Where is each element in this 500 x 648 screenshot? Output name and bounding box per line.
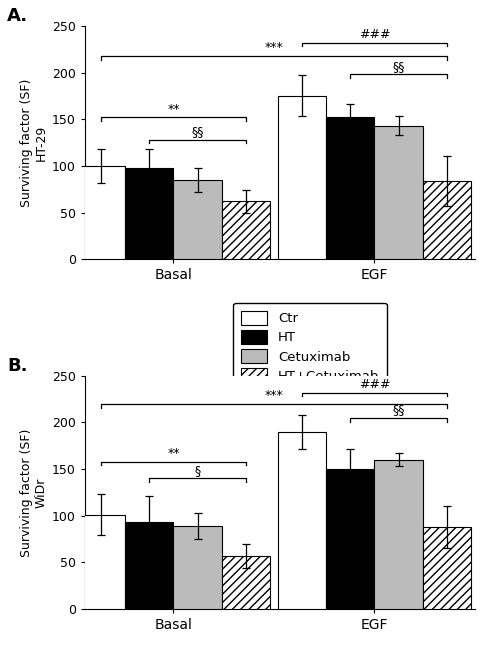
Text: §§: §§ [392, 60, 405, 73]
Bar [374, 460, 422, 609]
Legend: Ctr, HT, Cetuximab, HT+Cetuximab: Ctr, HT, Cetuximab, HT+Cetuximab [233, 303, 387, 391]
Y-axis label: Surviving factor (SF)
HT-29: Surviving factor (SF) HT-29 [20, 78, 48, 207]
Bar [374, 126, 422, 259]
Bar [422, 181, 471, 259]
Text: §§: §§ [392, 404, 405, 417]
Bar [77, 166, 125, 259]
Bar [125, 168, 174, 259]
Bar [222, 556, 270, 609]
Text: §§: §§ [192, 125, 204, 139]
Bar [278, 432, 326, 609]
Y-axis label: Surviving factor (SF)
WiDr: Surviving factor (SF) WiDr [20, 428, 48, 557]
Text: **: ** [167, 447, 179, 460]
Bar [326, 117, 374, 259]
Bar [174, 526, 222, 609]
Bar [326, 469, 374, 609]
Bar [278, 96, 326, 259]
Bar [422, 527, 471, 609]
Text: ###: ### [358, 29, 390, 41]
Bar [174, 180, 222, 259]
Text: §: § [194, 464, 200, 477]
Bar [125, 522, 174, 609]
Text: ###: ### [358, 378, 390, 391]
Text: ***: *** [264, 41, 283, 54]
Bar [222, 202, 270, 259]
Text: **: ** [167, 103, 179, 116]
Bar [77, 515, 125, 609]
Text: ***: *** [264, 389, 283, 402]
Text: B.: B. [7, 357, 28, 375]
Text: A.: A. [7, 7, 28, 25]
